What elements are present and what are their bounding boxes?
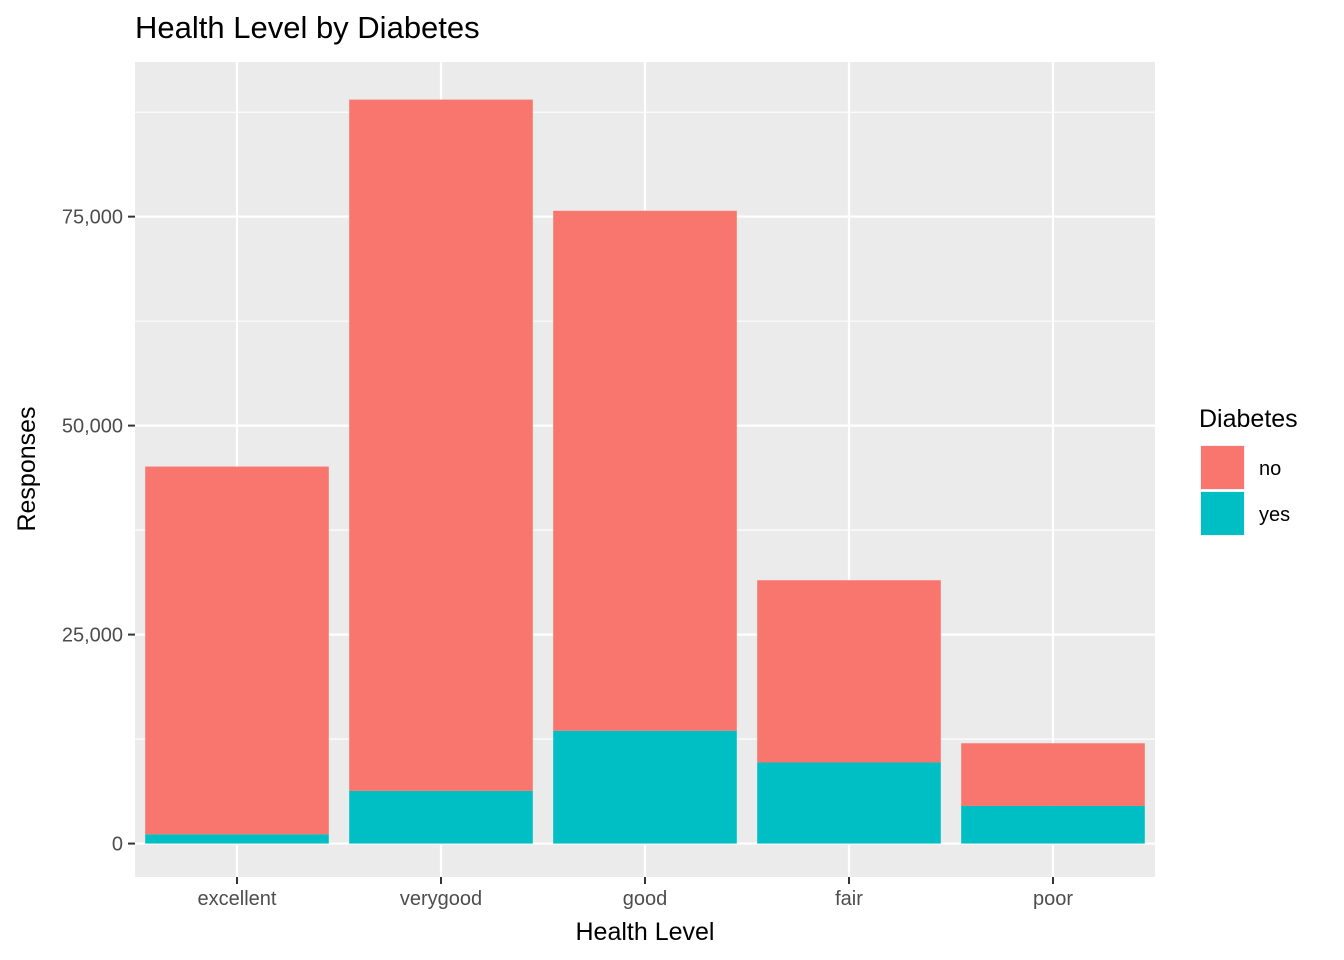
x-tick-label: poor xyxy=(1033,888,1073,910)
y-axis: 0 25,000 50,000 75,000 xyxy=(62,207,135,856)
legend: Diabetes no yes xyxy=(1199,405,1298,536)
bars xyxy=(145,99,1145,844)
x-tick-label: fair xyxy=(835,888,863,910)
y-axis-title: Responses xyxy=(13,406,41,531)
x-tick-label: verygood xyxy=(400,888,482,910)
bar-yes-excellent xyxy=(145,834,329,844)
bar-yes-poor xyxy=(961,805,1145,844)
bar-no-good xyxy=(553,210,737,731)
bar-no-excellent xyxy=(145,466,329,835)
y-tick-label: 50,000 xyxy=(62,416,123,438)
chart-title: Health Level by Diabetes xyxy=(135,10,480,45)
bar-no-fair xyxy=(757,580,941,763)
bar-yes-good xyxy=(553,730,737,844)
legend-label-no: no xyxy=(1259,458,1281,480)
bar-yes-fair xyxy=(757,762,941,844)
x-tick-label: good xyxy=(623,888,668,910)
bar-yes-verygood xyxy=(349,790,533,844)
bar-no-verygood xyxy=(349,99,533,791)
x-axis-title: Health Level xyxy=(576,918,715,946)
y-tick-label: 25,000 xyxy=(62,625,123,647)
x-axis: excellent verygood good fair poor xyxy=(198,877,1073,910)
legend-title: Diabetes xyxy=(1199,405,1298,433)
y-tick-label: 0 xyxy=(112,834,123,856)
legend-swatch-yes xyxy=(1201,492,1244,535)
legend-swatch-no xyxy=(1201,446,1244,489)
bar-no-poor xyxy=(961,743,1145,806)
x-tick-label: excellent xyxy=(198,888,277,910)
y-tick-label: 75,000 xyxy=(62,207,123,229)
legend-label-yes: yes xyxy=(1259,504,1290,526)
